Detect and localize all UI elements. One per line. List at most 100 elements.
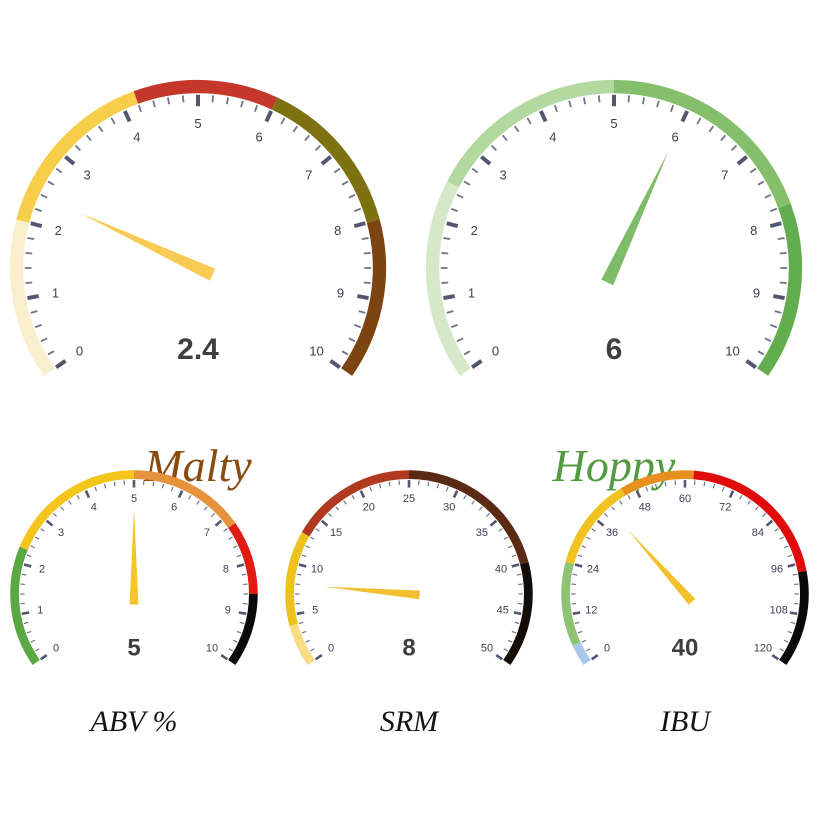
gauge-major-tick [353, 221, 366, 229]
gauge-ticks [24, 94, 372, 369]
gauge-minor-tick [241, 573, 247, 576]
gauge-tick-label: 0 [492, 343, 499, 358]
gauge-ticks [295, 480, 523, 661]
gauge-minor-tick [553, 104, 558, 112]
gauge-band-3 [757, 203, 803, 376]
gauge-minor-tick [670, 104, 675, 112]
gauge-major-tick [356, 294, 369, 301]
gauge-minor-tick [369, 486, 373, 492]
gauge-major-tick [320, 155, 332, 166]
gauge-band-2 [613, 79, 791, 209]
gauge-tick-label: 40 [495, 563, 507, 575]
gauge-dial-malty: 0 1 2 3 4 5 6 7 8 9 10 2.4 [9, 79, 387, 376]
gauge-minor-tick [656, 100, 660, 108]
gauge-minor-tick [223, 528, 228, 532]
gauge-major-tick [238, 611, 247, 616]
gauge-minor-tick [30, 639, 36, 643]
gauge-minor-tick [35, 648, 40, 652]
gauge-bands [285, 470, 533, 665]
gauge-minor-tick [761, 513, 766, 518]
gauge-band-1 [561, 561, 581, 646]
gauge-tick-label: 0 [328, 643, 334, 655]
gauge-minor-tick [485, 513, 490, 518]
gauge-ticks [571, 480, 799, 661]
gauge-minor-tick [712, 483, 716, 489]
gauge-minor-tick [301, 630, 307, 634]
gauge-band-3 [228, 523, 258, 595]
gauge-minor-tick [739, 495, 743, 500]
gauge-minor-tick [68, 500, 72, 505]
gauge-minor-tick [305, 639, 311, 643]
gauge-minor-tick [225, 97, 229, 105]
gauge-minor-tick [113, 481, 116, 487]
gauge-minor-tick [228, 648, 233, 652]
gauge-needle [80, 213, 216, 281]
gauge-minor-tick [708, 125, 715, 133]
gauge-minor-tick [721, 486, 725, 492]
gauge-tick-label: 8 [334, 223, 341, 238]
gauge-minor-tick [581, 545, 587, 549]
gauge-band-4 [341, 219, 387, 376]
gauge-minor-tick [779, 281, 787, 285]
gauge-tick-labels: 0 1 2 3 4 5 6 7 8 9 10 [52, 116, 344, 359]
gauge-minor-tick [498, 528, 503, 532]
gauge-minor-tick [55, 167, 63, 174]
gauge-major-tick [21, 611, 30, 616]
gauge-caption-ibu: IBU [660, 704, 710, 738]
gauge-minor-tick [645, 486, 649, 492]
gauge-minor-tick [779, 648, 784, 652]
gauge-minor-tick [511, 554, 517, 558]
gauge-tick-label: 10 [309, 343, 323, 358]
gauge-minor-tick [328, 513, 333, 518]
gauge-minor-tick [343, 500, 347, 505]
gauge-band-5 [779, 570, 809, 665]
gauge-minor-tick [47, 180, 55, 186]
gauge-abv: 0 1 2 3 4 5 6 7 8 9 10 5 ABV % [9, 469, 259, 765]
gauge-major-tick [495, 653, 504, 661]
gauge-minor-tick [581, 639, 587, 643]
gauge-caption-abv: ABV % [90, 704, 178, 738]
gauge-minor-tick [627, 495, 631, 500]
gauge-minor-tick [720, 134, 727, 142]
gauge-minor-tick [21, 573, 27, 576]
gauge-minor-tick [478, 506, 483, 511]
gauge-band-3 [620, 470, 694, 496]
gauge-tick-label: 0 [53, 643, 59, 655]
gauge-minor-tick [27, 237, 35, 241]
gauge-minor-tick [354, 324, 362, 329]
gauge-minor-tick [103, 483, 107, 489]
gauge-minor-tick [358, 310, 366, 314]
gauge-tick-label: 3 [84, 167, 91, 182]
gauge-tick-label: 5 [194, 116, 201, 131]
gauge-tick-labels: 0 1 2 3 4 5 6 7 8 9 10 [468, 116, 760, 359]
gauge-tick-label: 9 [337, 286, 344, 301]
gauge-minor-tick [240, 100, 244, 108]
gauge-major-tick [452, 490, 459, 499]
gauge-minor-tick [501, 134, 508, 142]
gauge-minor-tick [754, 506, 759, 511]
gauge-minor-tick [513, 125, 520, 133]
gauge-minor-tick [619, 500, 623, 505]
gauge-minor-tick [436, 483, 440, 489]
gauge-minor-tick [441, 281, 449, 285]
gauge-minor-tick [456, 337, 464, 343]
gauge-minor-tick [363, 251, 371, 255]
gauge-minor-tick [568, 100, 572, 108]
gauge-minor-tick [280, 117, 286, 125]
gauge-major-tick [590, 653, 599, 661]
gauge-major-tick [787, 563, 796, 568]
gauge-major-tick [45, 519, 54, 527]
gauge-tick-label: 1 [468, 286, 475, 301]
gauge-band-0 [425, 181, 471, 376]
gauge-tick-label: 10 [206, 643, 218, 655]
gauge-minor-tick [597, 95, 601, 103]
gauge-band-3 [271, 97, 380, 223]
gauge-tick-label: 108 [770, 605, 788, 617]
gauge-tick-label: 35 [476, 527, 488, 539]
gauge-major-tick [728, 490, 735, 499]
gauge-minor-tick [236, 630, 242, 634]
gauge-minor-tick [514, 621, 520, 625]
gauge-tick-label: 6 [672, 129, 679, 144]
gauge-ibu: 0 12 24 36 48 60 72 84 96 108 120 40 IBU [560, 469, 810, 765]
gauge-tick-label: 0 [76, 343, 83, 358]
